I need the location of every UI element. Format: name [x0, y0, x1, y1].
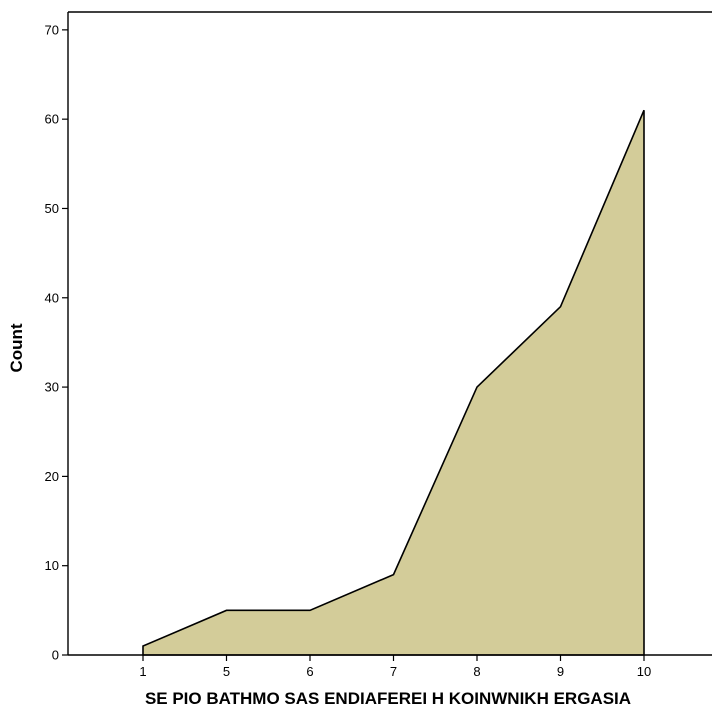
y-tick-label-70: 70 — [45, 22, 59, 37]
y-tick-label-10: 10 — [45, 558, 59, 573]
y-tick-label-40: 40 — [45, 290, 59, 305]
x-tick-label-9: 9 — [557, 664, 564, 679]
x-tick-label-10: 10 — [637, 664, 651, 679]
x-axis-ticks: 1 5 6 7 8 9 10 — [139, 655, 651, 679]
y-tick-label-60: 60 — [45, 112, 59, 127]
y-axis-title: Count — [7, 323, 26, 372]
x-axis-title: SE PIO BATHMO SAS ENDIAFEREI H KOINWNIKH… — [145, 689, 631, 708]
y-tick-label-20: 20 — [45, 469, 59, 484]
y-tick-label-30: 30 — [45, 380, 59, 395]
y-axis-ticks: 0 10 20 30 40 50 60 70 — [45, 22, 68, 663]
x-tick-label-7: 7 — [390, 664, 397, 679]
area-series — [142, 109, 645, 656]
y-tick-label-50: 50 — [45, 201, 59, 216]
x-tick-label-6: 6 — [306, 664, 313, 679]
x-tick-label-8: 8 — [473, 664, 480, 679]
area-fill — [142, 109, 645, 656]
y-tick-label-0: 0 — [52, 648, 59, 663]
x-tick-label-5: 5 — [223, 664, 230, 679]
x-tick-label-1: 1 — [139, 664, 146, 679]
